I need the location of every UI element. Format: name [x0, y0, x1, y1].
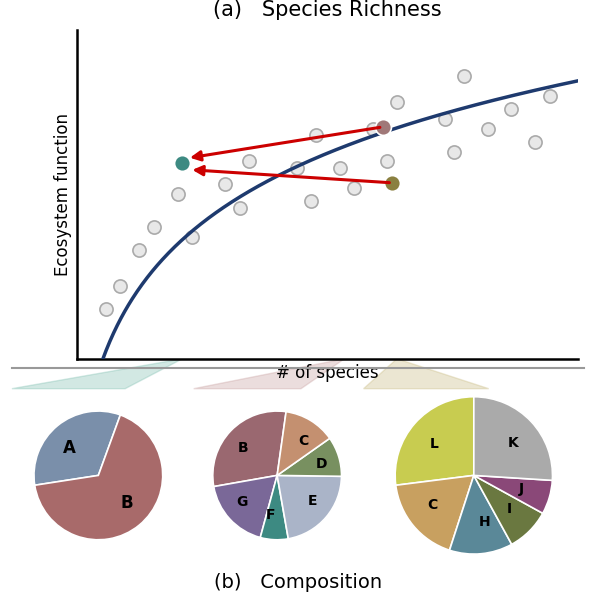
Point — [449, 147, 459, 156]
Point — [335, 163, 344, 173]
Point — [383, 157, 392, 166]
Text: (b)   Composition: (b) Composition — [214, 573, 382, 592]
Wedge shape — [396, 475, 474, 550]
Point — [387, 178, 397, 188]
Point — [235, 203, 244, 212]
Point — [378, 122, 387, 132]
Wedge shape — [35, 415, 163, 540]
Text: L: L — [430, 437, 439, 451]
Text: A: A — [63, 439, 76, 457]
Point — [507, 104, 516, 114]
Point — [178, 158, 187, 168]
Point — [530, 137, 540, 147]
Wedge shape — [214, 475, 277, 538]
Point — [244, 157, 254, 166]
Wedge shape — [474, 475, 552, 513]
Point — [368, 124, 378, 133]
Text: H: H — [478, 515, 490, 529]
Wedge shape — [260, 475, 288, 540]
Point — [440, 114, 449, 124]
Wedge shape — [395, 396, 474, 485]
Wedge shape — [277, 475, 342, 539]
Text: I: I — [507, 502, 513, 516]
Point — [306, 196, 316, 206]
Text: C: C — [298, 434, 308, 448]
Point — [187, 232, 197, 242]
Text: K: K — [508, 436, 519, 450]
Point — [135, 245, 144, 255]
Point — [149, 222, 159, 232]
X-axis label: # of species: # of species — [277, 364, 379, 382]
Point — [545, 91, 554, 100]
Wedge shape — [449, 475, 512, 554]
Wedge shape — [213, 411, 286, 487]
Point — [483, 124, 492, 133]
Text: D: D — [315, 457, 327, 471]
Point — [116, 282, 125, 291]
Text: G: G — [236, 495, 248, 509]
Text: E: E — [308, 495, 317, 508]
Point — [221, 179, 230, 189]
Text: B: B — [121, 494, 134, 512]
Wedge shape — [277, 411, 330, 475]
Wedge shape — [474, 475, 543, 544]
Text: F: F — [266, 508, 275, 522]
Text: B: B — [238, 441, 249, 454]
Wedge shape — [277, 438, 342, 477]
Point — [173, 190, 182, 199]
Point — [292, 163, 302, 173]
Point — [101, 304, 111, 315]
Title: (a)   Species Richness: (a) Species Richness — [213, 0, 442, 20]
Y-axis label: Ecosystem function: Ecosystem function — [54, 113, 72, 276]
Wedge shape — [34, 411, 120, 485]
Point — [459, 71, 468, 81]
Text: J: J — [519, 481, 524, 496]
Point — [349, 183, 359, 193]
Wedge shape — [474, 396, 552, 480]
Point — [311, 130, 321, 140]
Text: C: C — [427, 499, 437, 512]
Point — [392, 97, 402, 107]
